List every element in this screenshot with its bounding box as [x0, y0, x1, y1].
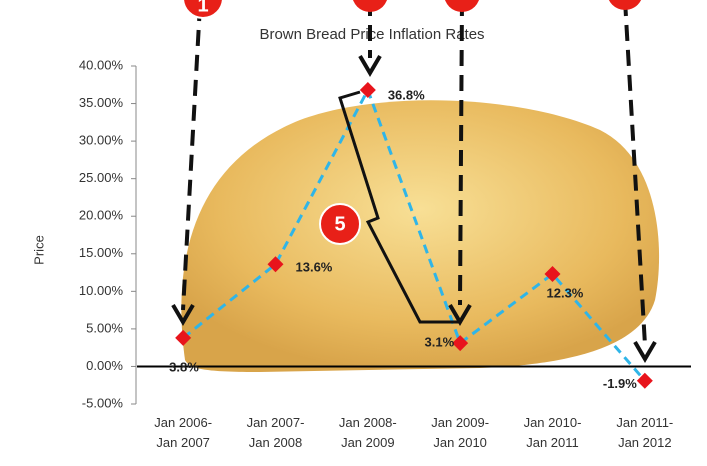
value-label: 3.8%: [169, 359, 199, 374]
annotation: 5: [334, 213, 345, 235]
value-label: 12.3%: [547, 285, 584, 300]
annotation-circle: [319, 203, 361, 245]
annotation: 1: [197, 0, 208, 16]
y-tick-label: 40.00%: [79, 57, 124, 72]
y-tick-label: 15.00%: [79, 245, 124, 260]
annotation-circle: [182, 0, 224, 19]
y-axis-label: Price: [31, 235, 46, 265]
y-tick-label: 20.00%: [79, 208, 124, 223]
value-label: 3.1%: [425, 335, 455, 350]
series-line: [182, 86, 646, 382]
annotation-circle: [353, 0, 387, 12]
annotation-circle: [608, 0, 642, 10]
x-tick-label: Jan 2008-Jan 2009: [339, 415, 397, 450]
y-tick-label: 0.00%: [86, 358, 123, 373]
y-tick-label: 5.00%: [86, 320, 123, 335]
y-tick-label: 30.00%: [79, 133, 124, 148]
marker: [452, 335, 469, 352]
x-tick-label: Jan 2011-Jan 2012: [616, 415, 673, 450]
marker: [175, 329, 192, 346]
y-tick-label: 10.00%: [79, 283, 124, 298]
marker: [636, 372, 653, 389]
marker: [544, 266, 561, 283]
x-tick-label: Jan 2007-Jan 2008: [247, 415, 305, 450]
x-tick-label: Jan 2006-Jan 2007: [154, 415, 212, 450]
y-tick-label: 35.00%: [79, 95, 124, 110]
y-tick-label: 25.00%: [79, 170, 124, 185]
value-label: 13.6%: [296, 260, 333, 275]
value-label: -1.9%: [603, 376, 637, 391]
arrows: [181, 0, 647, 346]
annotation-circle: [445, 0, 479, 12]
marker: [359, 82, 376, 99]
y-tick-label: -5.00%: [82, 395, 124, 410]
x-tick-label: Jan 2010-Jan 2011: [524, 415, 582, 450]
marker: [267, 256, 284, 273]
bracket: [338, 90, 460, 324]
x-tick-label: Jan 2009-Jan 2010: [431, 415, 489, 450]
value-label: 36.8%: [388, 87, 425, 102]
